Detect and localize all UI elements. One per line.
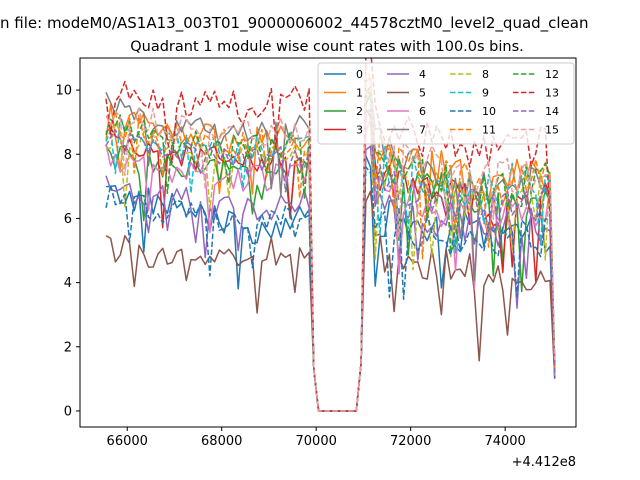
y-tick-label: 2 bbox=[64, 340, 72, 355]
series-line-9 bbox=[105, 97, 556, 412]
x-tick-label: 74000 bbox=[484, 434, 525, 449]
legend-label-13: 13 bbox=[545, 87, 559, 100]
legend-label-5: 5 bbox=[419, 87, 426, 100]
series-line-10 bbox=[105, 166, 556, 412]
series-layer bbox=[105, 58, 556, 412]
figure-suptitle: n file: modeM0/AS1A13_003T01_9000006002_… bbox=[0, 14, 589, 33]
x-tick-label: 72000 bbox=[390, 434, 431, 449]
legend-box bbox=[317, 62, 575, 145]
y-tick-label: 0 bbox=[64, 404, 72, 419]
legend-label-10: 10 bbox=[482, 105, 496, 118]
legend-label-14: 14 bbox=[545, 105, 559, 118]
legend-label-12: 12 bbox=[545, 68, 559, 81]
legend-label-0: 0 bbox=[356, 68, 363, 81]
legend-label-4: 4 bbox=[419, 68, 426, 81]
series-line-15 bbox=[105, 63, 556, 412]
chart-title: Quadrant 1 module wise count rates with … bbox=[130, 39, 524, 55]
plot-frame bbox=[79, 57, 577, 428]
x-offset-text: +4.412e8 bbox=[512, 455, 576, 470]
legend-label-7: 7 bbox=[419, 124, 426, 137]
legend-label-11: 11 bbox=[482, 124, 496, 137]
x-tick-label: 68000 bbox=[201, 434, 242, 449]
x-tick-label: 70000 bbox=[296, 434, 337, 449]
legend-label-15: 15 bbox=[545, 124, 559, 137]
series-line-5 bbox=[105, 190, 556, 412]
axes-layer: 66000 68000 70000 72000 74000 0 2 4 6 8 10 bbox=[55, 84, 525, 449]
legend-label-9: 9 bbox=[482, 87, 489, 100]
y-tick-label: 6 bbox=[64, 212, 72, 227]
legend-label-2: 2 bbox=[356, 105, 363, 118]
series-line-14 bbox=[105, 109, 556, 412]
legend-label-3: 3 bbox=[356, 124, 363, 137]
y-tick-label: 10 bbox=[55, 84, 72, 99]
y-tick-label: 4 bbox=[64, 276, 72, 291]
legend-label-6: 6 bbox=[419, 105, 426, 118]
legend-label-1: 1 bbox=[356, 87, 363, 100]
legend-label-8: 8 bbox=[482, 68, 489, 81]
y-tick-label: 8 bbox=[64, 148, 72, 163]
x-tick-label: 66000 bbox=[107, 434, 148, 449]
